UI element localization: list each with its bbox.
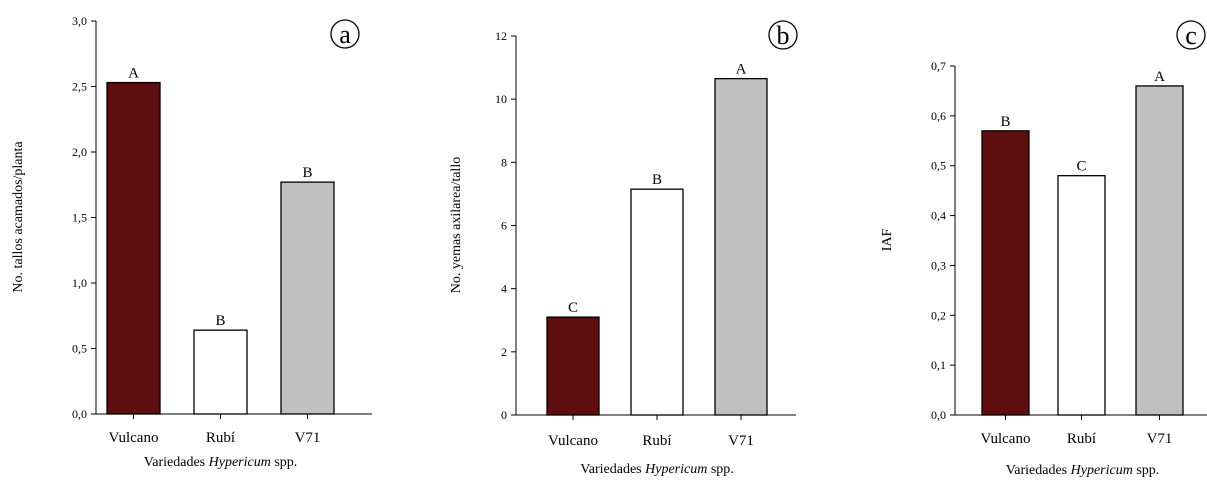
y-tick-label: 2 [501,345,507,359]
x-axis-title: Variedades Hypericum spp. [144,455,298,470]
y-tick-label: 0,1 [931,358,946,372]
significance-letter: C [1076,159,1086,175]
significance-letter: B [302,165,312,181]
y-tick-label: 0,0 [931,408,946,422]
category-label: V71 [1147,431,1173,447]
y-tick-label: 0,5 [931,159,946,173]
bar-vulcano [546,316,600,416]
bar-vulcano [106,81,161,415]
y-tick-label: 10 [495,92,507,106]
y-tick-label: 0,2 [931,308,946,322]
y-tick-label: 1,0 [72,276,87,290]
y-axis-title: IAF [880,229,895,252]
bar-v71 [714,77,768,416]
bar-rub [193,329,248,415]
y-tick-label: 0,5 [72,342,87,356]
category-label: Vulcano [109,430,159,446]
category-label: Vulcano [548,433,598,449]
y-tick-label: 6 [501,219,507,233]
y-axis-title: No. yemas axilarea/tallo [449,157,464,293]
panel-letter: a [339,20,351,49]
category-label: V71 [295,430,321,446]
significance-letter: A [1154,69,1165,85]
y-tick-label: 2,5 [72,80,87,94]
y-tick-label: 0,7 [931,59,946,73]
bar-vulcano [981,130,1030,416]
category-label: V71 [728,433,754,449]
significance-letter: B [652,172,662,188]
y-tick-label: 0 [501,408,507,422]
y-tick-label: 0,4 [931,209,946,223]
significance-letter: B [1000,114,1010,130]
y-tick-label: 0,3 [931,258,946,272]
significance-letter: A [736,62,747,78]
y-tick-label: 3,0 [72,14,87,28]
panel-letter-circle [1176,20,1206,50]
y-tick-label: 2,0 [72,145,87,159]
category-label: Vulcano [981,431,1031,447]
bar-v71 [280,181,335,415]
y-tick-label: 12 [495,29,507,43]
panel-c: 0,0 0,1 0,2 0,3 0,4 0,5 0,6 0,7 Vulcano B Rubí C V71… [880,20,1207,478]
y-tick-label: 4 [501,282,507,296]
significance-letter: B [215,313,225,329]
panel-a: 0,0 0,5 1,0 1,5 2,0 2,5 3,0 Vulcano A Rubí B V71 B No… [11,14,372,470]
y-tick-label: 1,5 [72,211,87,225]
x-axis-title: Variedades Hypericum spp. [1006,463,1160,478]
y-tick-label: 8 [501,155,507,169]
category-label: Rubí [642,433,671,449]
significance-letter: A [128,66,139,82]
y-tick-label: 0,0 [72,407,87,421]
panel-letter: b [777,21,790,50]
x-axis-title: Variedades Hypericum spp. [580,462,734,477]
bar-v71 [1135,85,1184,416]
panel-letter-circle [330,19,360,49]
category-label: Rubí [206,430,235,446]
bar-rub [630,188,684,416]
category-label: Rubí [1067,431,1096,447]
panel-letter: c [1185,21,1197,50]
significance-letter: C [568,300,578,316]
panel-b: 0 2 4 6 8 10 12 Vulcano C Rubí B V71 A No. yemas axil… [449,20,798,477]
panel-letter-circle [768,20,798,50]
bar-rub [1057,175,1106,416]
y-tick-label: 0,6 [931,109,946,123]
y-axis-title: No. tallos acamados/planta [11,141,26,293]
